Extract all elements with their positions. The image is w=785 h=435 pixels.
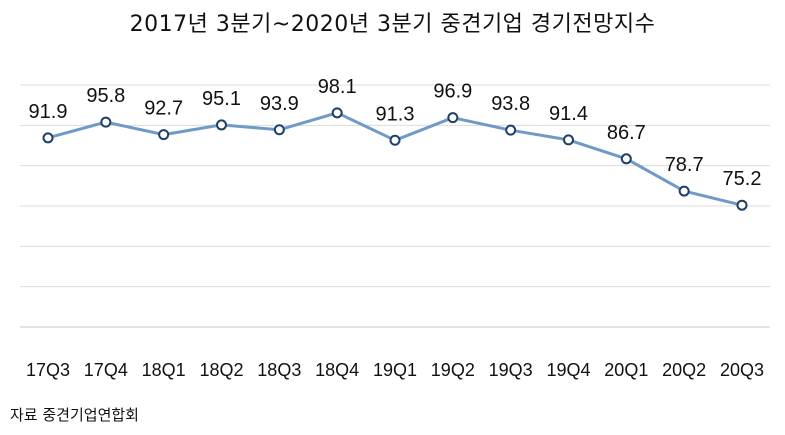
x-tick-label: 17Q4 (84, 360, 128, 380)
x-tick-label: 18Q1 (142, 360, 186, 380)
data-label: 75.2 (723, 168, 762, 190)
x-tick-label: 20Q1 (604, 360, 648, 380)
data-label: 86.7 (607, 122, 646, 144)
x-tick-label: 19Q3 (489, 360, 533, 380)
x-tick-label: 19Q1 (373, 360, 417, 380)
x-tick-label: 20Q2 (662, 360, 706, 380)
data-point (620, 153, 632, 165)
chart-title: 2017년 3분기~2020년 3분기 중견기업 경기전망지수 (129, 12, 656, 37)
gridlines (20, 84, 770, 328)
data-label: 98.1 (318, 76, 357, 98)
data-label: 78.7 (665, 154, 704, 176)
x-axis-ticks: 17Q3 17Q4 18Q1 18Q2 18Q3 18Q4 19Q1 19Q2 19Q3 19Q4… (26, 360, 764, 380)
x-tick-label: 18Q4 (315, 360, 359, 380)
x-tick-label: 20Q3 (720, 360, 764, 380)
data-labels: 91.9 95.8 92.7 95.1 93.9 98.1 91.3 96.9 93.8 91.4… (29, 76, 762, 190)
x-tick-label: 18Q3 (257, 360, 301, 380)
data-point (158, 129, 170, 141)
x-tick-label: 17Q3 (26, 360, 70, 380)
data-label: 91.4 (549, 103, 588, 125)
data-point (563, 134, 574, 146)
data-label: 91.9 (29, 101, 68, 123)
data-point (447, 112, 459, 124)
data-label: 93.8 (491, 93, 530, 115)
data-label: 95.1 (202, 88, 241, 110)
source-note: 자료 중견기업연합회 (10, 406, 139, 424)
data-label: 92.7 (144, 98, 183, 120)
data-point (678, 185, 690, 197)
data-point (216, 119, 227, 131)
x-tick-label: 19Q4 (546, 360, 590, 380)
x-tick-label: 18Q2 (199, 360, 243, 380)
data-label: 91.3 (376, 103, 415, 125)
data-point (389, 134, 401, 146)
data-point (331, 107, 343, 119)
data-point (505, 124, 517, 136)
data-point (42, 132, 54, 144)
x-tick-label: 19Q2 (431, 360, 475, 380)
data-point (100, 116, 112, 128)
data-label: 96.9 (433, 81, 472, 103)
data-label: 95.8 (86, 85, 125, 107)
data-point (273, 124, 285, 136)
data-label: 93.9 (260, 93, 299, 115)
data-markers (42, 107, 748, 211)
data-point (736, 199, 748, 211)
